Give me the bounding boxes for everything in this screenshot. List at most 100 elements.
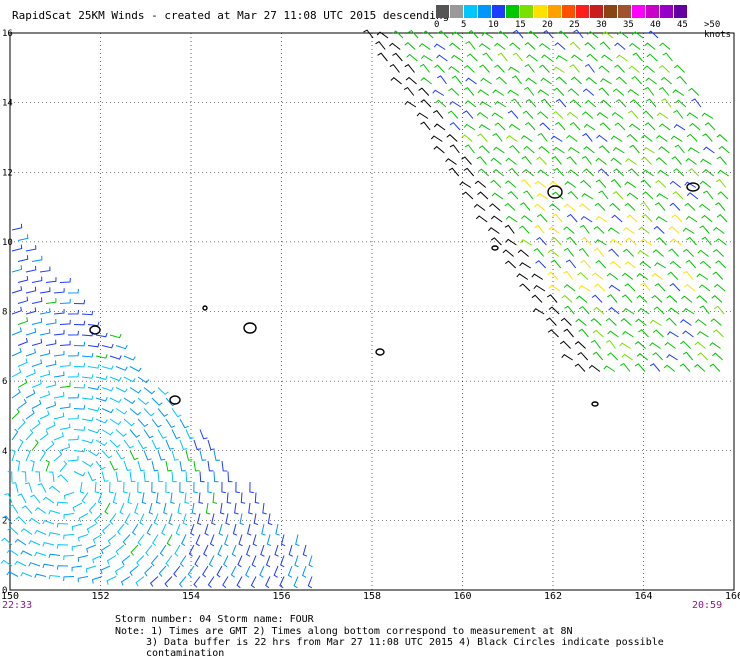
- wind-barb: [184, 492, 189, 504]
- wind-barb: [619, 342, 631, 349]
- wind-barb: [25, 449, 31, 462]
- wind-barb: [151, 481, 156, 494]
- wind-barb: [626, 133, 638, 142]
- x-tick-label: 166: [725, 591, 740, 602]
- wind-barb: [594, 283, 606, 292]
- wind-barb: [578, 328, 589, 338]
- wind-barb: [608, 306, 620, 315]
- wind-barb: [592, 329, 604, 338]
- wind-barb: [673, 124, 686, 131]
- wind-barb: [94, 481, 100, 494]
- wind-barb: [45, 339, 57, 346]
- wind-barb: [519, 262, 531, 269]
- wind-barb: [606, 272, 619, 280]
- wind-barb: [39, 349, 51, 357]
- wind-barb: [77, 555, 89, 562]
- wind-barb: [581, 193, 594, 200]
- wind-barb: [56, 544, 69, 549]
- wind-barb: [566, 111, 579, 119]
- x-tick-label: 156: [272, 591, 290, 602]
- wind-barb: [475, 215, 488, 223]
- wind-barb: [250, 576, 257, 589]
- wind-barb: [614, 64, 625, 73]
- wind-barb: [554, 121, 566, 131]
- wind-barb: [467, 30, 479, 39]
- wind-barb: [642, 169, 654, 177]
- y-tick-label: 14: [2, 99, 13, 109]
- wind-barb: [553, 87, 565, 96]
- wind-barb: [143, 387, 156, 395]
- wind-barb: [682, 351, 694, 361]
- wind-barb: [87, 450, 100, 457]
- wind-barb: [254, 492, 260, 504]
- wind-barb: [553, 167, 565, 177]
- wind-barb: [686, 133, 698, 142]
- wind-barb: [554, 42, 566, 50]
- wind-barb: [490, 215, 503, 223]
- wind-barb: [567, 169, 580, 177]
- wind-barb: [567, 191, 579, 200]
- wind-barb: [143, 429, 154, 439]
- wind-barb: [666, 354, 678, 361]
- wind-barb: [100, 544, 111, 555]
- scale-tick-label: 25: [569, 20, 580, 30]
- wind-barb: [59, 319, 71, 325]
- island-contour: [375, 348, 385, 356]
- wind-barb: [165, 555, 173, 567]
- wind-barb: [376, 31, 389, 39]
- wind-barb: [537, 111, 549, 119]
- wind-barb: [570, 99, 582, 108]
- wind-barb: [436, 54, 448, 62]
- wind-barb: [660, 76, 672, 85]
- wind-barb: [492, 168, 505, 177]
- wind-barb: [143, 408, 155, 417]
- wind-barb: [67, 372, 79, 378]
- wind-barb: [601, 54, 613, 62]
- wind-barb: [564, 181, 577, 188]
- wind-barb: [420, 54, 433, 62]
- wind-barb: [621, 294, 633, 303]
- wind-barb: [48, 485, 61, 493]
- wind-barb: [48, 471, 55, 483]
- wind-barb: [158, 565, 167, 577]
- wind-barb: [599, 41, 611, 50]
- wind-barb: [101, 471, 109, 482]
- wind-barb: [478, 124, 491, 131]
- wind-barb: [77, 576, 89, 583]
- wind-barb: [194, 555, 201, 567]
- wind-barb: [712, 271, 724, 280]
- wind-barb: [534, 225, 545, 234]
- wind-barb: [109, 460, 119, 471]
- wind-barb: [157, 429, 167, 439]
- wind-barb: [451, 75, 462, 85]
- wind-barb: [73, 405, 86, 410]
- wind-barb: [53, 432, 64, 441]
- wind-barb: [92, 555, 103, 564]
- wind-barb: [267, 513, 273, 526]
- wind-barb: [497, 52, 508, 62]
- scale-swatch: [548, 5, 561, 18]
- wind-barb: [621, 353, 633, 361]
- wind-barb: [628, 65, 640, 73]
- wind-barb: [11, 306, 22, 315]
- wind-barb: [226, 492, 232, 504]
- wind-barb: [640, 282, 651, 292]
- wind-barb: [34, 529, 47, 535]
- wind-barb: [193, 460, 200, 472]
- wind-barb: [658, 64, 670, 73]
- wind-barb: [646, 53, 658, 62]
- scale-swatch: [576, 5, 589, 18]
- wind-barb: [30, 494, 41, 504]
- wind-barb: [716, 156, 727, 165]
- wind-barb: [552, 213, 563, 223]
- wind-barb: [406, 53, 418, 62]
- wind-barb: [711, 352, 724, 361]
- wind-barb: [157, 450, 166, 461]
- wind-barb: [39, 390, 50, 399]
- wind-barb: [664, 341, 676, 349]
- wind-barb: [656, 134, 668, 142]
- wind-barb: [188, 544, 195, 557]
- wind-barb: [17, 358, 28, 367]
- wind-barb: [703, 146, 715, 154]
- wind-barb: [308, 555, 313, 568]
